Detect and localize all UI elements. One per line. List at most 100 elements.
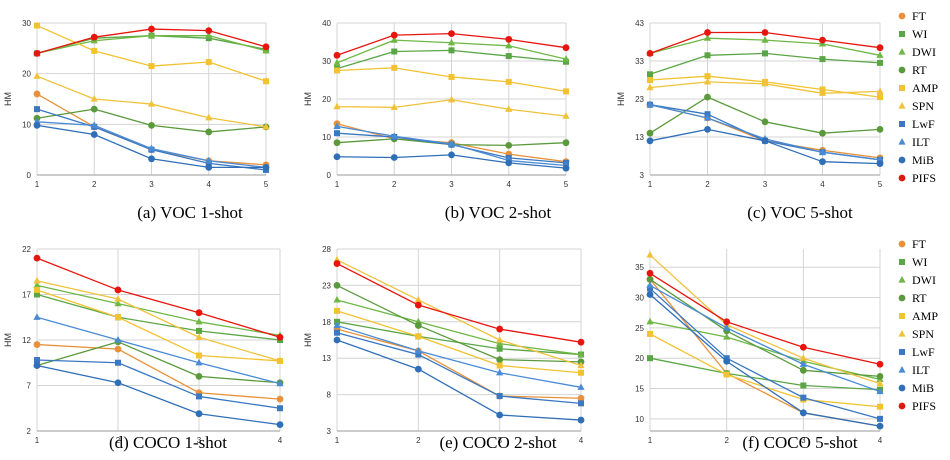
data-point-ilt [276, 379, 284, 387]
y-tick-label: 0 [27, 171, 32, 180]
data-point-lwf [800, 394, 807, 401]
series-pifs [333, 260, 585, 346]
series-mib [333, 151, 570, 172]
series-line-lwf [36, 359, 281, 409]
legend-label: PIFS [912, 171, 936, 185]
y-tick-label: 2 [27, 427, 32, 436]
data-point-wi [704, 52, 711, 59]
data-point-dwi [447, 38, 456, 46]
data-point-pifs [496, 325, 504, 333]
series-amp [334, 307, 584, 376]
data-point-dwi [33, 281, 41, 288]
legend-marker-mib [898, 384, 906, 392]
data-point-ft [33, 341, 41, 348]
data-point-wi [762, 50, 768, 57]
legend-marker-dwi [898, 276, 906, 283]
data-point-amp [334, 307, 340, 314]
data-point-lwf [34, 357, 40, 364]
x-tick-label: 4 [820, 180, 825, 189]
series-ft [33, 341, 284, 403]
data-point-mib [276, 421, 284, 429]
series-line-ilt [649, 284, 881, 393]
x-tick-label: 3 [149, 180, 154, 189]
series-line-ft [336, 328, 582, 399]
series-mib [646, 291, 884, 430]
data-point-dwi [195, 317, 203, 325]
data-point-amp [723, 371, 730, 378]
y-tick-label: 40 [322, 19, 331, 28]
series-line-spn [649, 254, 881, 385]
data-point-rt [646, 129, 654, 137]
data-point-wi [800, 382, 807, 389]
data-point-rt [704, 93, 711, 101]
data-point-amp [877, 403, 883, 410]
y-tick-label: 28 [322, 245, 331, 254]
data-point-spn [262, 122, 270, 130]
data-point-ilt [577, 383, 585, 390]
series-lwf [34, 357, 283, 412]
data-point-pifs [114, 286, 122, 294]
series-spn [33, 276, 284, 364]
data-point-mib [414, 365, 422, 373]
data-point-ilt [414, 346, 422, 354]
data-point-dwi [505, 41, 513, 49]
data-point-pifs [876, 360, 884, 368]
data-point-rt [761, 118, 769, 126]
y-tick-label: 10 [322, 133, 331, 142]
legend-label: SPN [912, 327, 934, 341]
data-point-spn [333, 102, 341, 110]
data-point-rt [333, 139, 341, 147]
series-amp [334, 64, 569, 95]
data-point-dwi [496, 339, 504, 347]
data-point-mib [876, 422, 884, 430]
series-mib [33, 362, 284, 429]
series-line-pifs [649, 272, 881, 365]
data-point-lwf [334, 329, 340, 336]
x-tick-label: 2 [116, 436, 121, 445]
x-tick-label: 1 [35, 180, 40, 189]
series-amp [647, 330, 883, 410]
series-pifs [33, 254, 284, 341]
data-point-rt [646, 275, 654, 283]
y-tick-label: 20 [322, 95, 331, 104]
data-point-amp [563, 88, 569, 95]
y-tick-label: 22 [22, 245, 31, 254]
legend-label: WI [912, 255, 927, 269]
series-wi [34, 291, 283, 343]
series-line-dwi [336, 299, 582, 356]
series-ilt [646, 281, 884, 395]
data-point-rt [876, 125, 884, 133]
data-point-rt [333, 282, 341, 289]
data-point-rt [876, 373, 884, 380]
x-tick-label: 1 [648, 180, 653, 189]
x-tick-label: 3 [449, 180, 454, 189]
legend-label: PIFS [912, 399, 936, 413]
chart-panel-1: 0 10 20 30 1 2 3 4 5 HM (a) VOC 1-shot [3, 19, 270, 222]
x-tick-label: 1 [335, 436, 340, 445]
data-point-pifs [90, 33, 98, 41]
data-point-lwf [578, 400, 584, 407]
x-tick-label: 2 [392, 180, 397, 189]
data-point-pifs [799, 343, 807, 351]
x-tick-label: 4 [207, 180, 212, 189]
y-tick-label: 15 [635, 385, 644, 394]
data-point-lwf [496, 393, 503, 400]
panel-caption: (a) VOC 1-shot [137, 203, 243, 222]
series-pifs [33, 25, 270, 57]
legend-label: MiB [912, 153, 934, 167]
data-point-pifs [333, 260, 341, 267]
y-tick-label: 3 [640, 171, 645, 180]
data-point-lwf [877, 415, 883, 422]
x-tick-label: 4 [878, 436, 883, 445]
series-lwf [334, 329, 584, 407]
y-tick-label: 23 [322, 281, 331, 290]
x-tick-label: 4 [579, 436, 584, 445]
x-tick-label: 3 [197, 436, 202, 445]
data-point-ilt [646, 100, 654, 108]
data-point-wi [877, 59, 883, 66]
legend-marker-wi [899, 259, 905, 265]
legend-marker-wi [899, 31, 905, 37]
y-tick-label: 30 [635, 294, 644, 303]
